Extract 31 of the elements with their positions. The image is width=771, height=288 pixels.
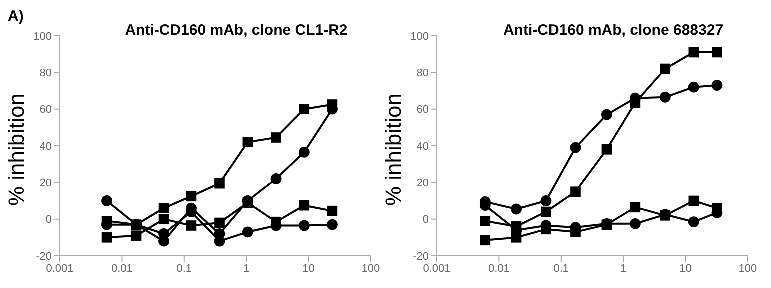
y-tick-label: 60 bbox=[40, 104, 52, 116]
text: A) bbox=[8, 8, 24, 25]
x-tick-label: 10 bbox=[680, 262, 692, 275]
y-tick-label: 80 bbox=[40, 68, 52, 80]
x-tick-label: 0.001 bbox=[423, 262, 451, 275]
y-tick-label: 0 bbox=[46, 214, 52, 226]
chart-title: Anti-CD160 mAb, clone 688327 bbox=[502, 22, 725, 39]
x-tick-label: 1 bbox=[244, 262, 250, 275]
y-tick-label: 40 bbox=[416, 140, 429, 153]
y-tick-label: 20 bbox=[416, 178, 429, 190]
y-tick-label: 0 bbox=[422, 214, 429, 226]
chart-title: Anti-CD160 mAb, clone CL1-R2 bbox=[124, 22, 349, 39]
x-tick-label: 0.1 bbox=[554, 262, 570, 275]
x-tick-label: 0.1 bbox=[176, 262, 192, 275]
y-tick-label: -20 bbox=[413, 250, 429, 263]
y-tick-label: 100 bbox=[34, 30, 52, 43]
y-tick-label: -20 bbox=[36, 250, 52, 263]
x-tick-label: 100 bbox=[362, 262, 380, 275]
y-tick-label: 20 bbox=[40, 178, 52, 190]
x-tick-label: 0.001 bbox=[46, 262, 74, 275]
y-tick-label: 60 bbox=[416, 104, 429, 116]
x-tick-label: 0.01 bbox=[488, 262, 510, 275]
y-axis-title: % inhibition bbox=[4, 93, 29, 206]
x-tick-label: 1 bbox=[620, 262, 627, 275]
x-tick-label: 100 bbox=[738, 262, 758, 275]
y-tick-label: 40 bbox=[40, 140, 52, 153]
x-tick-label: 0.01 bbox=[111, 262, 133, 275]
y-tick-label: 80 bbox=[416, 68, 429, 80]
y-axis-title: % inhibition bbox=[380, 93, 406, 206]
y-tick-label: 100 bbox=[410, 30, 429, 43]
x-tick-label: 10 bbox=[302, 262, 315, 275]
